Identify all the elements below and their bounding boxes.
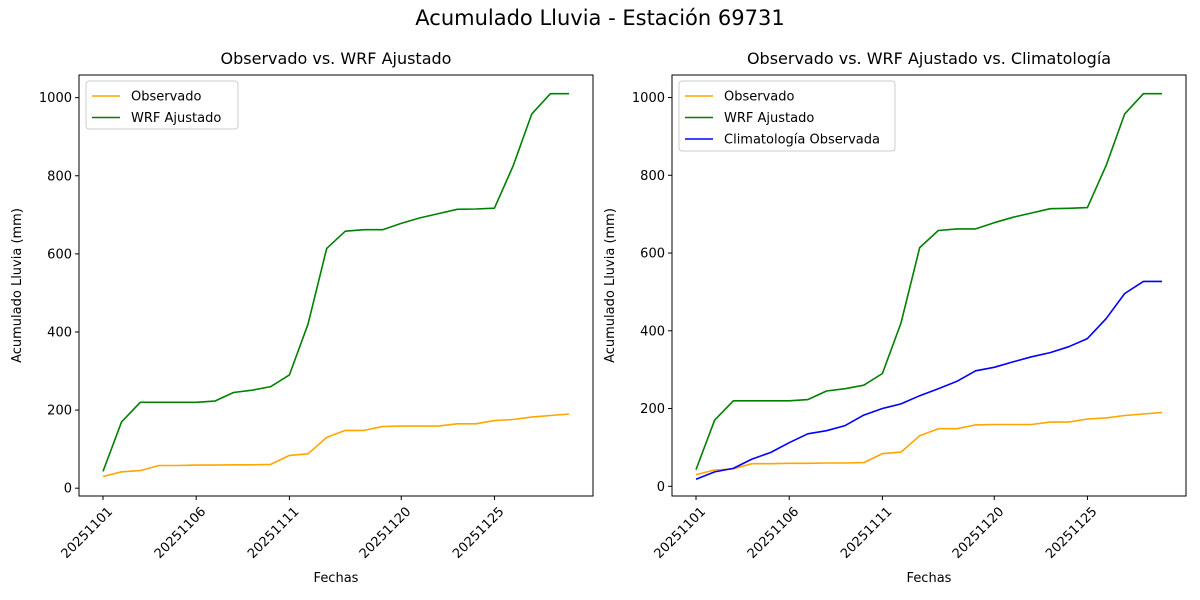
y-tick-label: 600 — [640, 247, 665, 262]
y-tick-label: 400 — [47, 325, 72, 340]
chart-panel-2: Observado vs. WRF Ajustado vs. Climatolo… — [603, 49, 1187, 586]
x-tick-label: 20251120 — [950, 504, 1007, 561]
y-tick-label: 600 — [47, 247, 72, 262]
x-tick-label: 20251101 — [652, 504, 709, 561]
x-tick-label: 20251106 — [745, 504, 802, 561]
x-axis-label: Fechas — [907, 571, 952, 586]
y-axis-label: Acumulado Lluvia (mm) — [10, 208, 25, 363]
series-line-observado — [102, 413, 570, 478]
y-tick-label: 200 — [640, 402, 665, 417]
legend-box — [678, 80, 896, 152]
figure-suptitle: Acumulado Lluvia - Estación 69731 — [415, 6, 785, 30]
x-tick-label: 20251125 — [1043, 504, 1100, 561]
y-tick-label: 1000 — [632, 91, 665, 106]
series-line-wrf-ajustado — [102, 92, 569, 472]
chart-panel-1: Observado vs. WRF Ajustado 0 200 400 600 800 1… — [10, 49, 594, 586]
x-tick-label: 20251125 — [450, 504, 507, 561]
legend-entry: Climatología Observada — [724, 133, 880, 148]
y-tick-label: 800 — [47, 169, 72, 184]
chart-title: Observado vs. WRF Ajustado vs. Climatolo… — [747, 49, 1111, 68]
x-tick-label: 20251111 — [838, 504, 895, 561]
legend-entry: WRF Ajustado — [131, 111, 221, 126]
y-tick-label: 0 — [657, 480, 665, 495]
legend-entry: WRF Ajustado — [724, 111, 814, 126]
legend-entry: Observado — [724, 90, 795, 105]
chart-title: Observado vs. WRF Ajustado — [221, 49, 452, 68]
legend: Observado WRF Ajustado — [85, 80, 239, 130]
series-line-wrf-ajustado — [695, 92, 1162, 470]
legend: Observado WRF Ajustado Climatología Observ… — [678, 80, 896, 152]
legend-entry: Observado — [131, 90, 202, 105]
x-tick-label: 20251120 — [357, 504, 414, 561]
y-axis-label: Acumulado Lluvia (mm) — [603, 208, 618, 363]
y-tick-label: 0 — [64, 482, 72, 497]
axes-frame — [671, 74, 1187, 497]
axes-frame — [78, 74, 594, 497]
x-axis-label: Fechas — [314, 571, 359, 586]
legend-box — [85, 80, 239, 130]
series-line-observado — [695, 411, 1163, 476]
y-tick-label: 800 — [640, 169, 665, 184]
y-tick-label: 200 — [47, 404, 72, 419]
y-tick-label: 1000 — [39, 91, 72, 106]
x-tick-label: 20251106 — [152, 504, 209, 561]
series-line-climatolog-a-observada — [695, 280, 1162, 481]
x-tick-label: 20251101 — [59, 504, 116, 561]
y-tick-label: 400 — [640, 324, 665, 339]
x-tick-label: 20251111 — [245, 504, 302, 561]
